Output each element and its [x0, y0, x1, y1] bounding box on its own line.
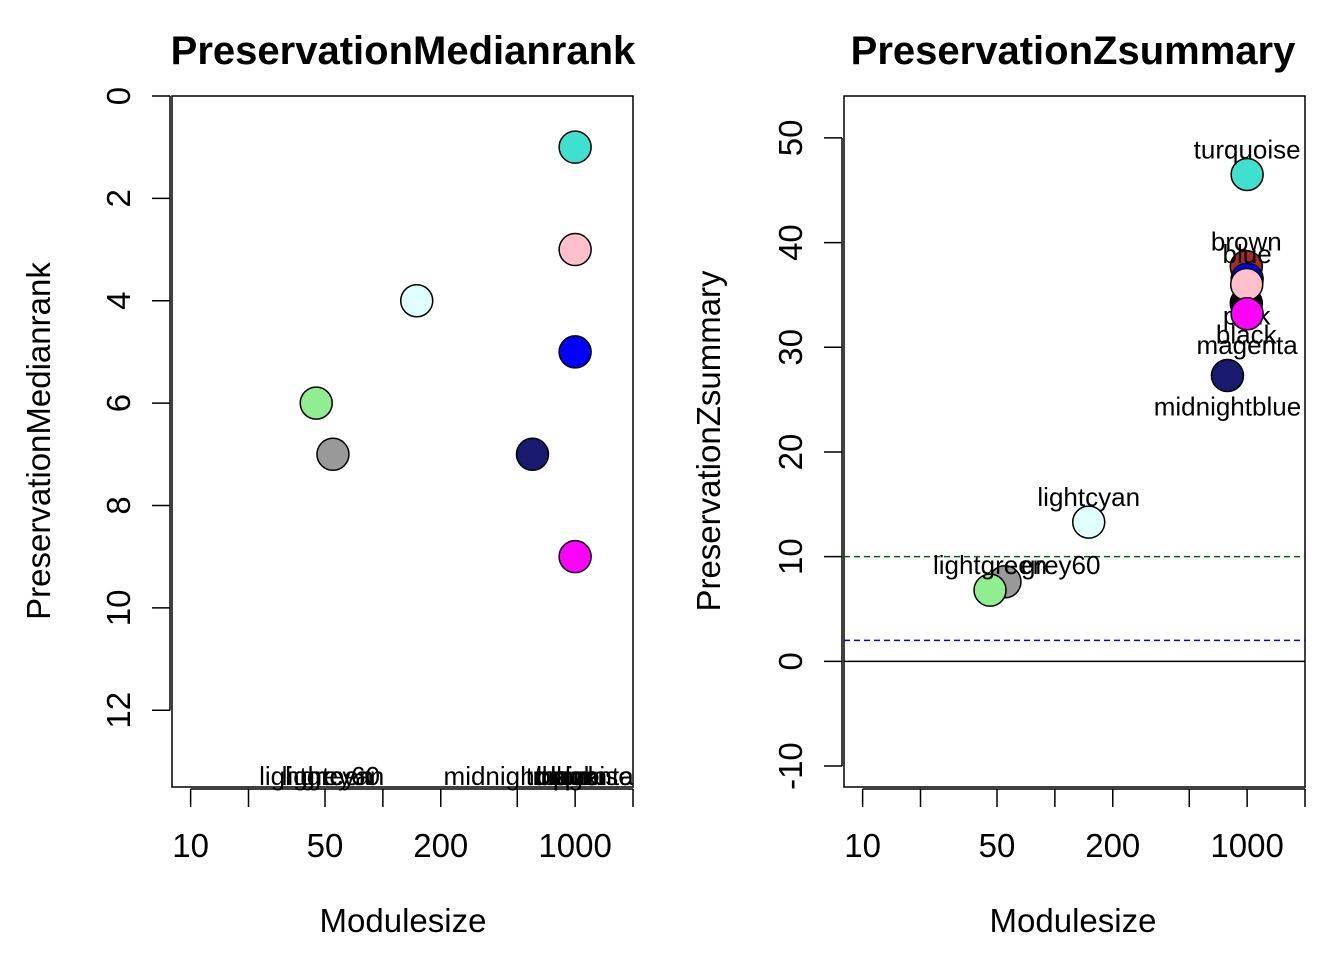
y-tick-label: 20 — [772, 434, 809, 471]
reference-line-group — [844, 555, 1305, 663]
x-axis-label: Modulesize — [990, 902, 1157, 939]
plot-frame — [843, 95, 1306, 788]
data-point-blue — [558, 335, 592, 369]
data-point-turquoise — [1230, 157, 1264, 192]
point-label-lightgreen: lightgreen — [933, 550, 1047, 580]
x-axis-label: Modulesize — [320, 902, 487, 939]
data-point-midnightblue — [515, 437, 550, 472]
y-tick-label: 30 — [772, 329, 809, 366]
x-axis: 10 50 200 1000 — [844, 788, 1306, 864]
point-name-label: grey60 — [300, 761, 380, 791]
point-name-label: midnightblue — [444, 761, 591, 791]
x-tick-label: 10 — [172, 827, 209, 864]
panel-median-rank: PreservationMedianrank Modulesize Preser… — [20, 29, 636, 939]
point-name-label: blue — [551, 761, 600, 791]
x-tick-label: 50 — [307, 827, 344, 864]
chart-title: PreservationMedianrank — [171, 29, 636, 73]
y-axis-label: PreservationMedianrank — [20, 262, 57, 620]
data-point-grey60 — [316, 437, 350, 472]
y-tick-label: 50 — [772, 120, 809, 157]
x-tick-label: 1000 — [1210, 827, 1283, 864]
point-label-midnightblue: midnightblue — [1154, 392, 1301, 422]
point-name-label: lightcyan — [282, 761, 385, 791]
data-point-magenta — [558, 539, 592, 574]
y-tick-label: 40 — [772, 224, 809, 261]
y-tick-label: 0 — [772, 652, 809, 670]
point-group — [299, 130, 592, 574]
data-point-lightcyan — [399, 283, 434, 318]
y-tick-label: -10 — [772, 742, 809, 790]
x-tick-label: 200 — [413, 827, 468, 864]
data-point-midnightblue — [1210, 358, 1245, 393]
y-tick-label: 12 — [100, 692, 137, 729]
point-label-blue: blue — [1223, 239, 1272, 269]
data-point-magenta — [1230, 297, 1264, 331]
data-point-lightgreen — [299, 386, 333, 420]
y-tick-label: 4 — [100, 292, 137, 310]
point-group: turquoisebrownblueblackpinkmagentamidnig… — [933, 135, 1301, 607]
point-label-turquoise: turquoise — [1194, 135, 1301, 165]
x-axis: 10 50 200 1000 — [172, 788, 634, 864]
point-label-magenta: magenta — [1197, 330, 1299, 360]
x-tick-label: 50 — [979, 827, 1016, 864]
x-tick-label: 10 — [844, 827, 881, 864]
panel-zsummary: PreservationZsummary Modulesize Preserva… — [690, 29, 1306, 939]
point-name-label: black — [536, 761, 598, 791]
y-axis: -10 0 10 20 30 40 50 — [772, 120, 843, 790]
point-name-label: brown — [536, 761, 607, 791]
chart-title: PreservationZsummary — [851, 29, 1296, 73]
y-tick-label: 8 — [100, 496, 137, 514]
y-axis: 0 2 4 6 8 10 12 — [100, 87, 171, 729]
point-label-lightcyan: lightcyan — [1037, 482, 1140, 512]
x-tick-label: 200 — [1085, 827, 1140, 864]
y-axis-label: PreservationZsummary — [690, 270, 727, 612]
x-tick-label: 1000 — [538, 827, 611, 864]
y-tick-label: 0 — [100, 87, 137, 105]
data-point-lightgreen — [973, 573, 1007, 607]
plot-frame — [171, 95, 634, 788]
y-tick-label: 10 — [772, 538, 809, 575]
point-name-label: turquoise — [526, 761, 633, 791]
point-name-label: magenta — [532, 761, 634, 791]
point-label-brown: brown — [1211, 227, 1282, 257]
y-tick-label: 10 — [100, 589, 137, 626]
data-point-pink — [558, 232, 592, 267]
data-point-lightcyan — [1071, 505, 1106, 539]
y-tick-label: 2 — [100, 189, 137, 207]
data-point-pink — [1229, 267, 1264, 302]
point-name-label: pink — [553, 761, 602, 791]
point-name-label: lightgreen — [259, 761, 373, 791]
y-tick-label: 6 — [100, 394, 137, 412]
point-label-grey60: grey60 — [1021, 550, 1101, 580]
data-point-turquoise — [558, 130, 592, 164]
